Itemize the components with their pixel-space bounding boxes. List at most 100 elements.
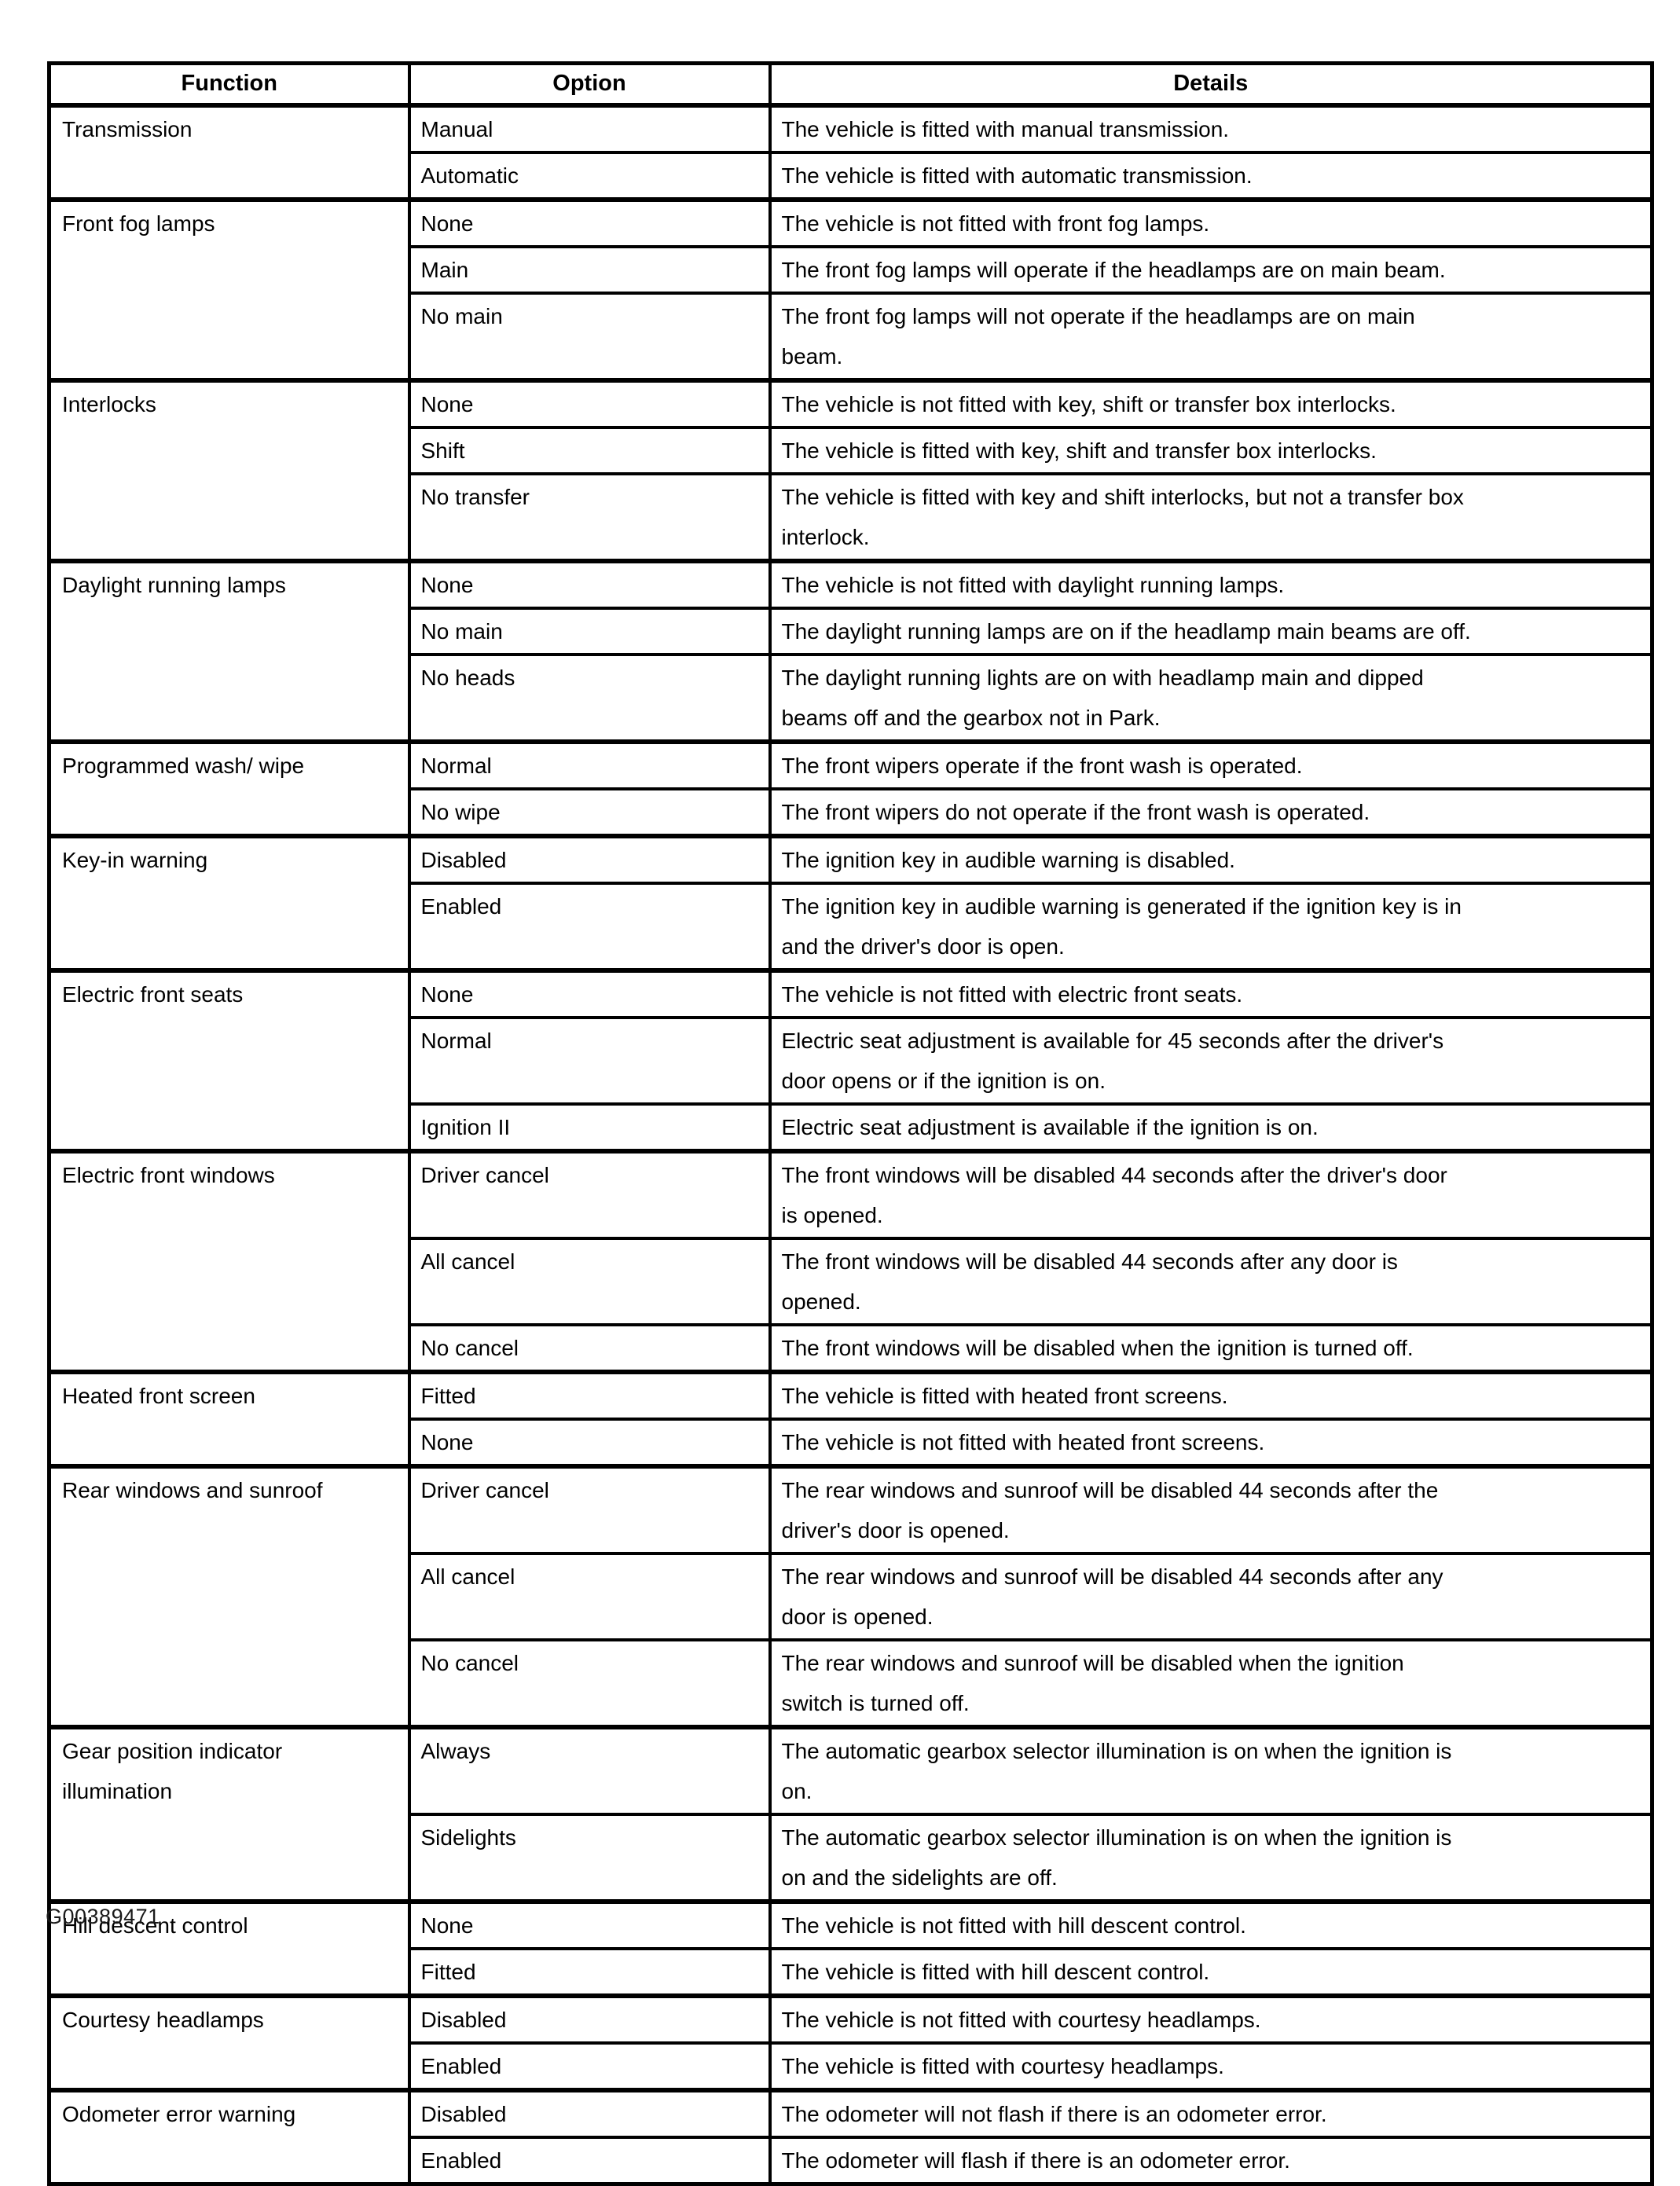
function-cell: Transmission — [47, 102, 411, 201]
option-cell: Fitted — [407, 1946, 772, 1997]
table-row: None The vehicle is not fitted with heat… — [50, 1417, 1654, 1468]
option-cell: Driver cancel — [407, 1148, 772, 1240]
details-cell: The rear windows and sunroof will be dis… — [768, 1638, 1654, 1729]
details-cell: The front windows will be disabled 44 se… — [768, 1148, 1654, 1240]
details-cell: The daylight running lights are on with … — [768, 652, 1654, 743]
option-cell: Enabled — [407, 2135, 772, 2185]
table-row: Rear windows and sunroof Driver cancel T… — [47, 1463, 1654, 1729]
details-cell: The front windows will be disabled when … — [768, 1322, 1654, 1374]
details-cell: The automatic gearbox selector illuminat… — [768, 1812, 1654, 1903]
option-cell: Shift — [407, 425, 772, 475]
details-cell: The vehicle is not fitted with daylight … — [768, 558, 1654, 610]
table-row: Electric front seats None The vehicle is… — [47, 967, 1654, 1153]
option-cell: Manual — [407, 102, 772, 154]
function-cell: Electric front windows — [47, 1148, 411, 1374]
option-cell: None — [407, 1898, 772, 1950]
table-row: No heads The daylight running lights are… — [50, 652, 1654, 743]
function-cell: Heated front screen — [47, 1369, 411, 1468]
function-cell: Gear position indicator illumination — [47, 1724, 411, 1903]
details-cell: The ignition key in audible warning is d… — [768, 833, 1654, 885]
details-cell: The vehicle is fitted with manual transm… — [768, 102, 1654, 154]
details-cell: The daylight running lamps are on if the… — [768, 606, 1654, 656]
column-header-option: Option — [407, 61, 772, 107]
details-cell: The odometer will not flash if there is … — [768, 2087, 1654, 2139]
details-cell: The front wipers do not operate if the f… — [768, 787, 1654, 838]
details-cell: The ignition key in audible warning is g… — [768, 881, 1654, 972]
details-cell: The vehicle is fitted with hill descent … — [768, 1946, 1654, 1997]
details-cell: The vehicle is fitted with heated front … — [768, 1369, 1654, 1421]
option-cell: Main — [407, 244, 772, 295]
option-cell: None — [407, 967, 772, 1019]
details-cell: The vehicle is not fitted with courtesy … — [768, 1993, 1654, 2045]
option-cell: Disabled — [407, 2087, 772, 2139]
table-row: Heated front screen Fitted The vehicle i… — [47, 1369, 1654, 1468]
function-cell: Front fog lamps — [47, 196, 411, 382]
option-cell: Disabled — [407, 1993, 772, 2045]
table-row: Gear position indicator illumination Alw… — [47, 1724, 1654, 1903]
option-cell: None — [407, 196, 772, 248]
details-cell: The front fog lamps will operate if the … — [768, 244, 1654, 295]
function-cell: Rear windows and sunroof — [47, 1463, 411, 1729]
table-row: Main The front fog lamps will operate if… — [50, 244, 1654, 295]
details-cell: The vehicle is not fitted with front fog… — [768, 196, 1654, 248]
function-cell: Odometer error warning — [47, 2087, 411, 2185]
table-row: All cancel The front windows will be dis… — [50, 1236, 1654, 1326]
table-row: No wipe The front wipers do not operate … — [50, 787, 1654, 838]
table-row: Interlocks None The vehicle is not fitte… — [47, 377, 1654, 563]
details-cell: The front fog lamps will not operate if … — [768, 291, 1654, 382]
details-cell: The vehicle is fitted with courtesy head… — [768, 2041, 1654, 2092]
column-header-function: Function — [47, 61, 411, 107]
table-row: Programmed wash/ wipe Normal The front w… — [47, 739, 1654, 838]
option-cell: No cancel — [407, 1638, 772, 1729]
details-cell: The rear windows and sunroof will be dis… — [768, 1551, 1654, 1641]
table-row: Odometer error warning Disabled The odom… — [47, 2087, 1654, 2185]
option-cell: None — [407, 377, 772, 429]
option-cell: None — [407, 558, 772, 610]
table-row: Transmission Manual The vehicle is fitte… — [47, 102, 1654, 201]
option-cell: No main — [407, 291, 772, 382]
table-row: No transfer The vehicle is fitted with k… — [50, 471, 1654, 563]
table-row: Electric front windows Driver cancel The… — [47, 1148, 1654, 1374]
table-row: Key-in warning Disabled The ignition key… — [47, 833, 1654, 972]
option-cell: Normal — [407, 739, 772, 790]
option-cell: All cancel — [407, 1551, 772, 1641]
table-row: Shift The vehicle is fitted with key, sh… — [50, 425, 1654, 475]
table-row: Enabled The ignition key in audible warn… — [50, 881, 1654, 972]
table-row: Sidelights The automatic gearbox selecto… — [50, 1812, 1654, 1903]
function-cell: Interlocks — [47, 377, 411, 563]
option-cell: Enabled — [407, 881, 772, 972]
table-row: No cancel The front windows will be disa… — [50, 1322, 1654, 1374]
option-cell: No transfer — [407, 471, 772, 563]
function-cell: Daylight running lamps — [47, 558, 411, 743]
details-cell: Electric seat adjustment is available if… — [768, 1102, 1654, 1153]
table-row: Front fog lamps None The vehicle is not … — [47, 196, 1654, 382]
table-row: No main The front fog lamps will not ope… — [50, 291, 1654, 382]
option-cell: Always — [407, 1724, 772, 1816]
vehicle-options-table: Function Option Details Transmission Man… — [47, 61, 1654, 2186]
table-row: No cancel The rear windows and sunroof w… — [50, 1638, 1654, 1729]
option-cell: No heads — [407, 652, 772, 743]
table-row: Automatic The vehicle is fitted with aut… — [50, 150, 1654, 201]
option-cell: Ignition II — [407, 1102, 772, 1153]
table-row: All cancel The rear windows and sunroof … — [50, 1551, 1654, 1641]
function-cell: Programmed wash/ wipe — [47, 739, 411, 838]
option-cell: Normal — [407, 1015, 772, 1106]
function-cell: Electric front seats — [47, 967, 411, 1153]
option-cell: No main — [407, 606, 772, 656]
option-cell: Enabled — [407, 2041, 772, 2092]
details-cell: The vehicle is not fitted with electric … — [768, 967, 1654, 1019]
option-cell: Sidelights — [407, 1812, 772, 1903]
option-cell: No wipe — [407, 787, 772, 838]
table-row: No main The daylight running lamps are o… — [50, 606, 1654, 656]
option-cell: Automatic — [407, 150, 772, 201]
option-cell: Driver cancel — [407, 1463, 772, 1555]
details-cell: The odometer will flash if there is an o… — [768, 2135, 1654, 2185]
header-row: Function Option Details — [47, 61, 1654, 107]
function-cell: Courtesy headlamps — [47, 1993, 411, 2092]
table-row: Ignition II Electric seat adjustment is … — [50, 1102, 1654, 1153]
figure-id: G00389471 — [46, 1905, 160, 1928]
details-cell: The vehicle is fitted with key, shift an… — [768, 425, 1654, 475]
details-cell: The vehicle is not fitted with key, shif… — [768, 377, 1654, 429]
option-cell: No cancel — [407, 1322, 772, 1374]
details-cell: The vehicle is not fitted with heated fr… — [768, 1417, 1654, 1468]
